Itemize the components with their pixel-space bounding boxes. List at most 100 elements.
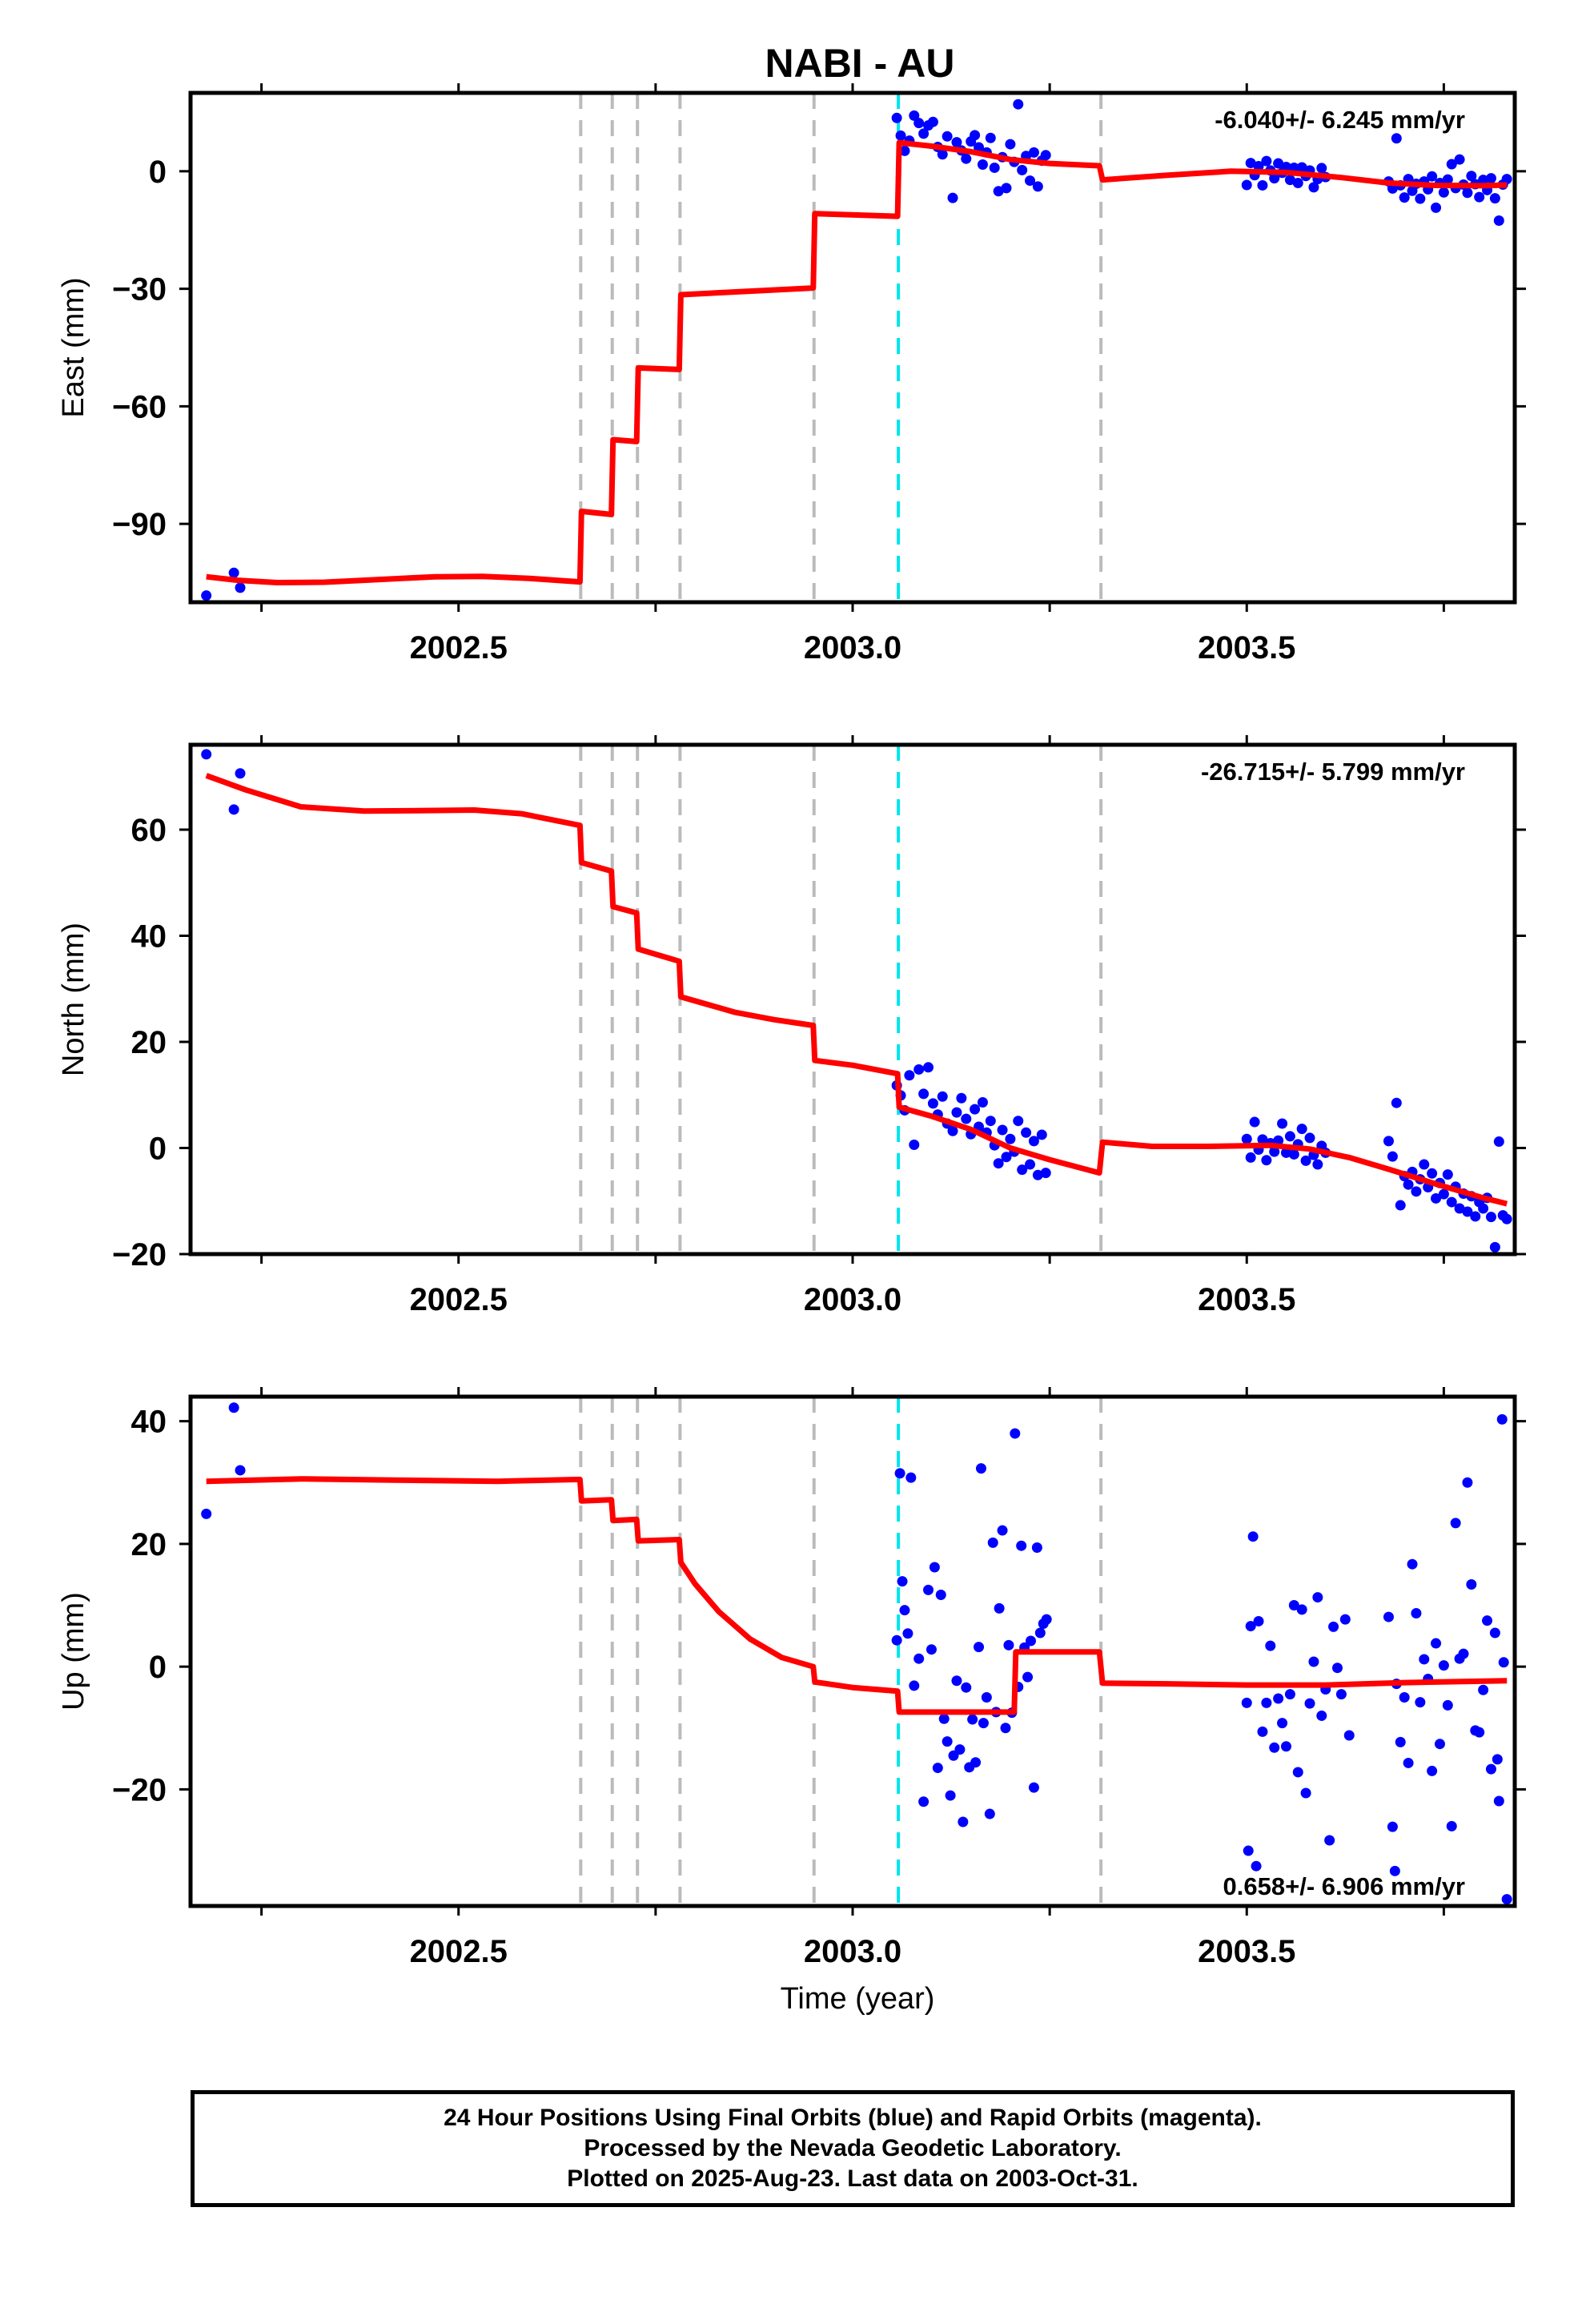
data-point xyxy=(1442,1699,1453,1711)
data-point xyxy=(1462,187,1473,199)
data-point xyxy=(1442,1169,1453,1180)
data-point xyxy=(904,1070,915,1081)
data-point xyxy=(899,1605,910,1616)
data-point xyxy=(1284,175,1295,186)
data-point xyxy=(1328,1621,1339,1632)
data-point xyxy=(985,132,996,143)
rate-label-east: -6.040+/- 6.245 mm/yr xyxy=(1215,106,1465,134)
data-point xyxy=(1399,1691,1410,1703)
data-point xyxy=(1496,1413,1508,1425)
data-point xyxy=(1478,175,1489,186)
data-point xyxy=(1005,1133,1016,1144)
data-point xyxy=(1041,1614,1052,1625)
data-point xyxy=(1280,1741,1291,1752)
data-point xyxy=(1403,1757,1414,1768)
data-point xyxy=(1241,1697,1252,1708)
x-tick-label: 2002.5 xyxy=(410,1934,508,1969)
y-tick-label: 0 xyxy=(149,1650,167,1685)
data-point xyxy=(977,159,988,171)
panel-east: 2002.5 2003.0 2003.5 −90 −60 −30 0 East (mm) -6.… xyxy=(57,83,1526,665)
data-point xyxy=(994,1602,1005,1614)
data-point xyxy=(1292,1767,1303,1778)
data-point xyxy=(1026,1635,1037,1647)
data-points-north xyxy=(201,749,1512,1252)
data-point xyxy=(1308,182,1319,193)
data-point xyxy=(1265,1640,1276,1651)
data-point xyxy=(942,1736,953,1747)
data-point xyxy=(951,1107,962,1118)
model-line-north xyxy=(205,773,1508,1207)
data-point xyxy=(891,112,902,123)
data-point xyxy=(1000,1723,1011,1734)
data-point xyxy=(1339,1614,1351,1625)
data-point xyxy=(1022,1671,1034,1683)
data-point xyxy=(1280,1147,1291,1158)
data-point xyxy=(1415,193,1426,204)
data-point xyxy=(1399,192,1410,203)
data-point xyxy=(1261,1697,1272,1708)
data-point xyxy=(1438,187,1449,198)
data-point xyxy=(1284,1131,1295,1142)
data-point xyxy=(927,116,938,127)
data-point xyxy=(1474,191,1485,203)
data-point xyxy=(918,1088,930,1100)
x-tick-label: 2003.0 xyxy=(804,630,901,665)
data-point xyxy=(978,1718,989,1729)
data-point xyxy=(235,768,246,779)
data-point xyxy=(927,1098,938,1109)
data-point xyxy=(1501,1213,1512,1224)
data-point xyxy=(1450,1518,1461,1529)
data-point xyxy=(1021,1127,1032,1138)
data-point xyxy=(1411,1607,1422,1618)
data-point xyxy=(1013,1116,1024,1127)
caption-line-1: 24 Hour Positions Using Final Orbits (bl… xyxy=(444,2105,1262,2131)
data-point xyxy=(1273,158,1284,169)
data-point xyxy=(1383,1136,1394,1147)
data-point xyxy=(902,1628,913,1639)
data-point xyxy=(942,131,953,142)
data-point xyxy=(1040,150,1051,161)
data-point xyxy=(201,590,212,601)
data-point xyxy=(1482,1615,1493,1626)
data-point xyxy=(1442,174,1453,185)
data-point xyxy=(1419,1654,1430,1665)
caption-box: 24 Hour Positions Using Final Orbits (bl… xyxy=(191,2090,1515,2207)
x-tick-label: 2003.5 xyxy=(1198,1282,1295,1317)
data-point xyxy=(947,1125,958,1136)
data-point xyxy=(1438,1660,1449,1671)
data-point xyxy=(987,1537,998,1548)
data-point xyxy=(1407,1558,1418,1570)
data-point xyxy=(1028,147,1039,158)
data-point xyxy=(1036,1129,1047,1140)
data-point xyxy=(1304,1698,1315,1709)
data-point xyxy=(1312,1592,1323,1603)
data-point xyxy=(1458,1648,1469,1659)
data-point xyxy=(951,1675,962,1687)
data-point xyxy=(1485,1212,1496,1223)
rate-label-up: 0.658+/- 6.906 mm/yr xyxy=(1223,1872,1465,1900)
plot-frame xyxy=(188,1394,1517,1908)
data-point xyxy=(1462,1477,1473,1488)
y-tick-label: −60 xyxy=(112,389,167,424)
data-point xyxy=(1454,154,1465,165)
data-point xyxy=(1249,1116,1260,1128)
data-point xyxy=(967,1714,978,1725)
data-point xyxy=(1001,183,1012,194)
data-point xyxy=(1415,1697,1426,1708)
data-point xyxy=(1010,1428,1021,1439)
data-point xyxy=(1253,160,1264,171)
y-tick-label: −30 xyxy=(112,272,167,308)
data-point xyxy=(1025,175,1036,187)
data-point xyxy=(1245,1621,1256,1632)
data-point xyxy=(926,1644,937,1655)
data-point xyxy=(1025,1159,1036,1170)
data-point xyxy=(1288,1600,1299,1611)
data-point xyxy=(985,1116,996,1127)
data-point xyxy=(1489,193,1500,204)
plot-frame xyxy=(188,742,1517,1256)
data-point xyxy=(974,1642,985,1653)
data-point xyxy=(909,1680,920,1691)
data-point xyxy=(1296,1604,1307,1615)
data-point xyxy=(1292,178,1303,189)
data-point xyxy=(1269,1146,1280,1157)
